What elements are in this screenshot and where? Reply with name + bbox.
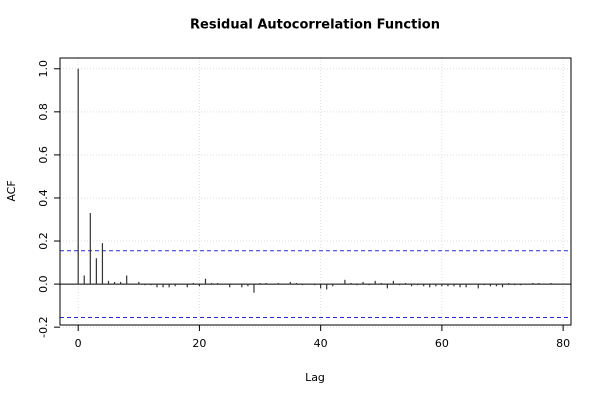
x-tick-label: 60 xyxy=(435,337,449,350)
x-tick-label: 20 xyxy=(192,337,206,350)
y-tick-label: 1.0 xyxy=(37,60,50,78)
y-tick-label: 0.4 xyxy=(37,189,50,207)
y-tick-label: 0.6 xyxy=(37,146,50,164)
y-tick-label: 0.0 xyxy=(37,275,50,293)
plot-frame xyxy=(59,57,572,326)
y-axis-label: ACF xyxy=(5,180,18,201)
x-tick-label: 0 xyxy=(75,337,82,350)
y-tick-label: 0.2 xyxy=(37,232,50,250)
y-tick-label: 0.8 xyxy=(37,103,50,121)
y-tick-label: -0.2 xyxy=(37,316,50,337)
x-tick-label: 80 xyxy=(556,337,570,350)
x-axis-label: Lag xyxy=(305,371,325,384)
chart-title: Residual Autocorrelation Function xyxy=(190,18,440,33)
x-tick-label: 40 xyxy=(314,337,328,350)
